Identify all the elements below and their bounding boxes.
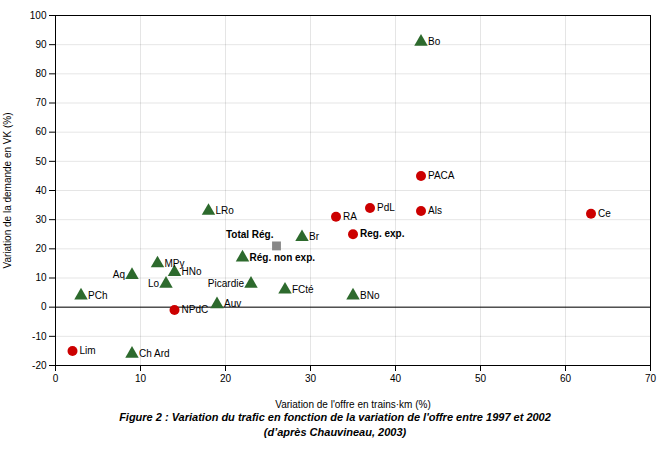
svg-text:0: 0: [41, 301, 47, 312]
svg-text:Variation de la demande en VK: Variation de la demande en VK (%): [2, 112, 13, 268]
svg-text:PACA: PACA: [428, 170, 455, 181]
svg-text:FCté: FCté: [292, 284, 314, 295]
svg-text:Lim: Lim: [80, 345, 96, 356]
svg-text:60: 60: [560, 373, 572, 384]
svg-text:Ce: Ce: [598, 208, 611, 219]
svg-text:10: 10: [35, 272, 47, 283]
svg-text:Rég. non exp.: Rég. non exp.: [250, 252, 316, 263]
svg-text:20: 20: [220, 373, 232, 384]
svg-text:20: 20: [35, 243, 47, 254]
svg-text:30: 30: [305, 373, 317, 384]
svg-text:70: 70: [645, 373, 657, 384]
svg-text:40: 40: [390, 373, 402, 384]
svg-text:40: 40: [35, 185, 47, 196]
svg-text:90: 90: [35, 39, 47, 50]
svg-text:50: 50: [35, 156, 47, 167]
svg-text:-10: -10: [32, 331, 47, 342]
svg-text:Ch Ard: Ch Ard: [139, 348, 170, 359]
svg-text:30: 30: [35, 214, 47, 225]
svg-text:Picardie: Picardie: [208, 278, 245, 289]
svg-text:100: 100: [30, 10, 47, 21]
svg-text:Variation de l'offre en trains: Variation de l'offre en trains·km (%): [275, 399, 431, 410]
svg-text:Lo: Lo: [148, 278, 160, 289]
svg-text:NPdC: NPdC: [182, 304, 209, 315]
svg-text:70: 70: [35, 97, 47, 108]
svg-text:60: 60: [35, 126, 47, 137]
svg-text:Br: Br: [309, 231, 320, 242]
html-text:(d’après Chauvineau, 2003): (d’après Chauvineau, 2003): [263, 426, 407, 438]
svg-text:BNo: BNo: [360, 290, 380, 301]
svg-text:LRo: LRo: [216, 205, 235, 216]
svg-text:Auv: Auv: [224, 298, 241, 309]
svg-text:RA: RA: [343, 211, 357, 222]
svg-text:PdL: PdL: [377, 202, 395, 213]
svg-text:PCh: PCh: [88, 290, 107, 301]
svg-text:50: 50: [475, 373, 487, 384]
svg-text:Reg. exp.: Reg. exp.: [360, 228, 405, 239]
svg-text:Total Rég.: Total Rég.: [226, 229, 274, 240]
svg-text:Bo: Bo: [428, 36, 441, 47]
svg-text:-20: -20: [32, 360, 47, 371]
svg-text:MPy: MPy: [164, 257, 185, 269]
svg-text:80: 80: [35, 68, 47, 79]
svg-text:HNo: HNo: [182, 266, 202, 277]
svg-text:Aq: Aq: [113, 269, 125, 280]
svg-text:0: 0: [53, 373, 59, 384]
html-text:Figure 2 : Variation du trafic: Figure 2 : Variation du trafic en foncti…: [119, 411, 551, 423]
svg-text:10: 10: [135, 373, 147, 384]
svg-text:Als: Als: [428, 205, 442, 216]
